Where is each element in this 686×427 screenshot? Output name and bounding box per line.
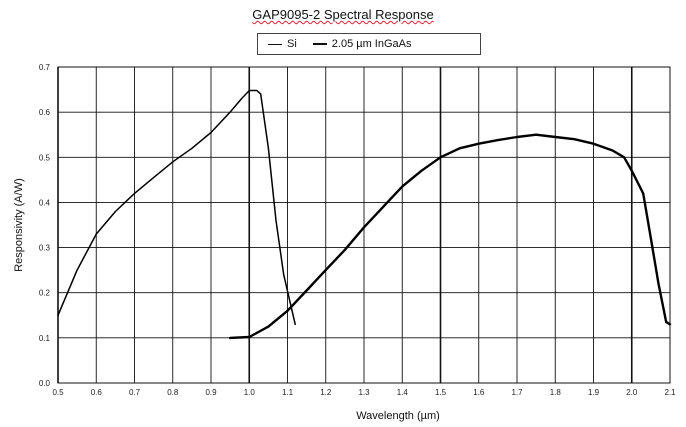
series-line-ingaas (228, 133, 672, 340)
y-tick-label: 0.5 (39, 153, 51, 162)
tick-layer: 0.5 0.6 0.7 0.8 0.9 1.0 1.1 1.2 1.3 1.4 1.5 1.6 1.7 1… (39, 63, 676, 397)
x-tick-label: 1.5 (435, 388, 447, 397)
y-tick-label: 0.0 (39, 379, 51, 388)
x-tick-label: 0.6 (91, 388, 103, 397)
grid-layer (57, 66, 671, 384)
chart-title-text: GAP9095-2 Spectral Response (252, 7, 434, 22)
x-tick-label: 0.5 (52, 388, 64, 397)
series-line-si (57, 89, 296, 326)
x-tick-label: 1.7 (511, 388, 523, 397)
x-tick-label: 1.9 (588, 388, 600, 397)
chart-title: GAP9095-2 Spectral Response (0, 7, 686, 22)
x-axis-label: Wavelength (µm) (356, 410, 440, 422)
y-tick-label: 0.3 (39, 244, 51, 253)
y-tick-label: 0.4 (39, 198, 51, 207)
y-axis-label: Responsivity (A/W) (13, 178, 25, 272)
plot-frame (57, 66, 671, 384)
legend-line-ingaas (312, 43, 327, 45)
x-tick-label: 0.7 (129, 388, 141, 397)
legend-label-si: Si (287, 38, 297, 50)
x-tick-label: 1.3 (358, 388, 370, 397)
x-tick-label: 2.1 (664, 388, 676, 397)
x-tick-label: 1.8 (550, 388, 562, 397)
chart-legend: Si 2.05 µm InGaAs (257, 33, 481, 55)
x-tick-label: 1.6 (473, 388, 485, 397)
x-tick-label: 2.0 (626, 388, 638, 397)
legend-label-ingaas: 2.05 µm InGaAs (331, 38, 412, 50)
legend-line-si (268, 43, 282, 45)
x-tick-label: 1.0 (244, 388, 256, 397)
legend-item-si: Si (258, 38, 297, 50)
y-tick-label: 0.7 (39, 63, 51, 72)
x-tick-label: 0.8 (167, 388, 179, 397)
y-tick-label: 0.1 (39, 334, 51, 343)
x-tick-label: 0.9 (205, 388, 217, 397)
series-layer (57, 89, 672, 340)
y-tick-label: 0.6 (39, 108, 51, 117)
x-tick-label: 1.2 (320, 388, 332, 397)
x-tick-label: 1.1 (282, 388, 294, 397)
y-tick-label: 0.2 (39, 289, 51, 298)
x-tick-label: 1.4 (397, 388, 409, 397)
legend-item-ingaas: 2.05 µm InGaAs (303, 38, 412, 50)
